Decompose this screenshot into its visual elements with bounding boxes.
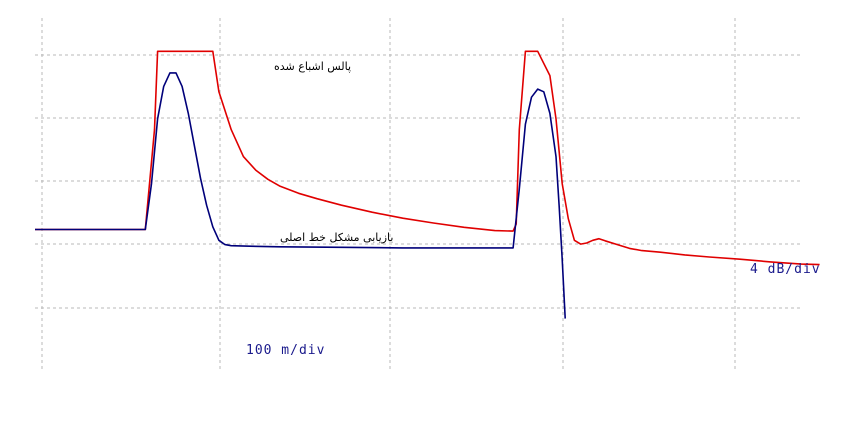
vertical-scale-label: 4 dB/div — [750, 262, 821, 277]
annotation-saturated-pulse: پالس اشباع شده — [274, 60, 352, 73]
grid-lines — [35, 18, 800, 370]
series-line-blue — [35, 72, 566, 319]
annotation-mainline-recovery: بازیابی مشکل خط اصلی — [280, 231, 394, 244]
series-group — [35, 50, 820, 319]
horizontal-scale-label: 100 m/div — [246, 343, 326, 358]
series-line-red — [35, 50, 820, 266]
